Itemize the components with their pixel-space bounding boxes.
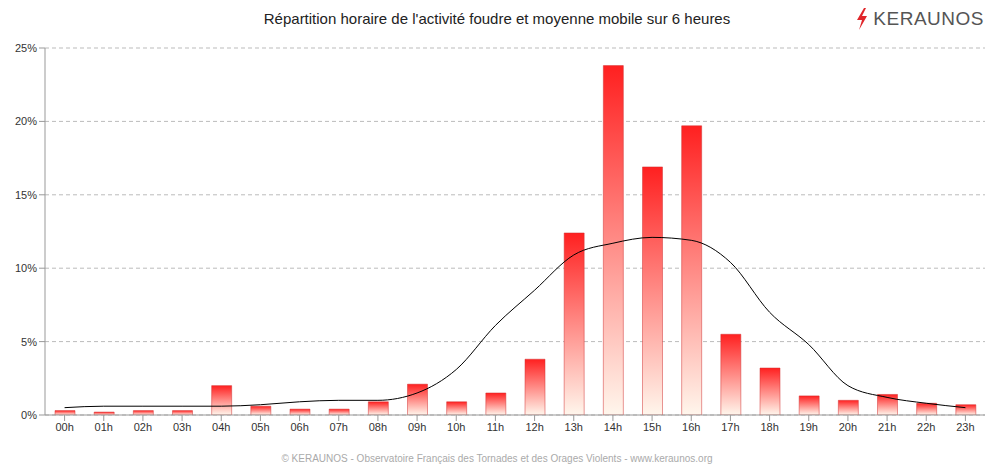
svg-text:09h: 09h: [408, 421, 426, 433]
svg-text:06h: 06h: [290, 421, 308, 433]
svg-text:11h: 11h: [487, 421, 505, 433]
svg-text:25%: 25%: [15, 42, 37, 54]
svg-text:13h: 13h: [565, 421, 583, 433]
svg-text:12h: 12h: [525, 421, 543, 433]
svg-text:15h: 15h: [643, 421, 661, 433]
svg-text:16h: 16h: [682, 421, 700, 433]
html-text:© KERAUNOS - Observatoire Fran: © KERAUNOS - Observatoire Français des T…: [281, 453, 713, 464]
svg-text:17h: 17h: [721, 421, 739, 433]
svg-text:19h: 19h: [800, 421, 818, 433]
svg-text:00h: 00h: [55, 421, 73, 433]
svg-text:0%: 0%: [21, 409, 37, 421]
svg-text:21h: 21h: [878, 421, 896, 433]
svg-text:08h: 08h: [369, 421, 387, 433]
svg-text:15%: 15%: [15, 189, 37, 201]
svg-text:02h: 02h: [134, 421, 152, 433]
svg-text:20%: 20%: [15, 115, 37, 127]
svg-text:07h: 07h: [330, 421, 348, 433]
html-text:Répartition horaire de l'activ: Répartition horaire de l'activité foudre…: [263, 10, 731, 27]
svg-text:10h: 10h: [447, 421, 465, 433]
html-text:KERAUNOS: KERAUNOS: [873, 8, 984, 29]
svg-text:23h: 23h: [956, 421, 974, 433]
svg-text:03h: 03h: [173, 421, 191, 433]
svg-text:5%: 5%: [21, 336, 37, 348]
svg-text:14h: 14h: [604, 421, 622, 433]
svg-text:01h: 01h: [95, 421, 113, 433]
svg-text:10%: 10%: [15, 262, 37, 274]
svg-text:20h: 20h: [839, 421, 857, 433]
svg-text:05h: 05h: [251, 421, 269, 433]
svg-text:22h: 22h: [917, 421, 935, 433]
svg-text:04h: 04h: [212, 421, 230, 433]
svg-text:18h: 18h: [760, 421, 778, 433]
